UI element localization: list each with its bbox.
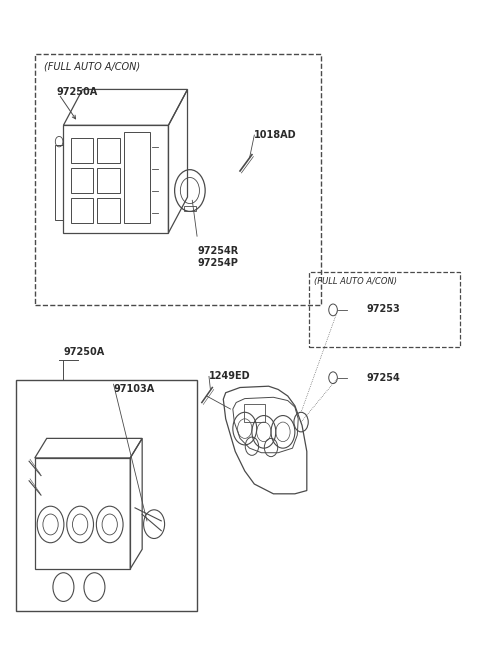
Text: 97103A: 97103A <box>114 384 155 394</box>
Bar <box>97 168 120 193</box>
Bar <box>124 132 150 223</box>
Text: 1018AD: 1018AD <box>254 130 297 140</box>
Text: (FULL AUTO A/CON): (FULL AUTO A/CON) <box>314 277 397 286</box>
Bar <box>71 138 94 163</box>
Text: 97250A: 97250A <box>56 88 97 98</box>
Bar <box>16 380 197 611</box>
Text: 97254: 97254 <box>366 373 400 383</box>
Text: 1249ED: 1249ED <box>209 371 251 381</box>
Bar <box>97 138 120 163</box>
Text: 97253: 97253 <box>366 304 400 314</box>
Bar <box>244 404 265 422</box>
Bar <box>184 206 196 212</box>
Bar <box>71 198 94 223</box>
Text: 97250A: 97250A <box>63 347 105 357</box>
Bar <box>97 198 120 223</box>
Bar <box>309 272 459 347</box>
Text: (FULL AUTO A/CON): (FULL AUTO A/CON) <box>44 62 141 71</box>
Text: 97254R: 97254R <box>197 246 238 256</box>
Text: 97254P: 97254P <box>197 257 238 268</box>
Bar <box>71 168 94 193</box>
Bar <box>35 54 321 305</box>
